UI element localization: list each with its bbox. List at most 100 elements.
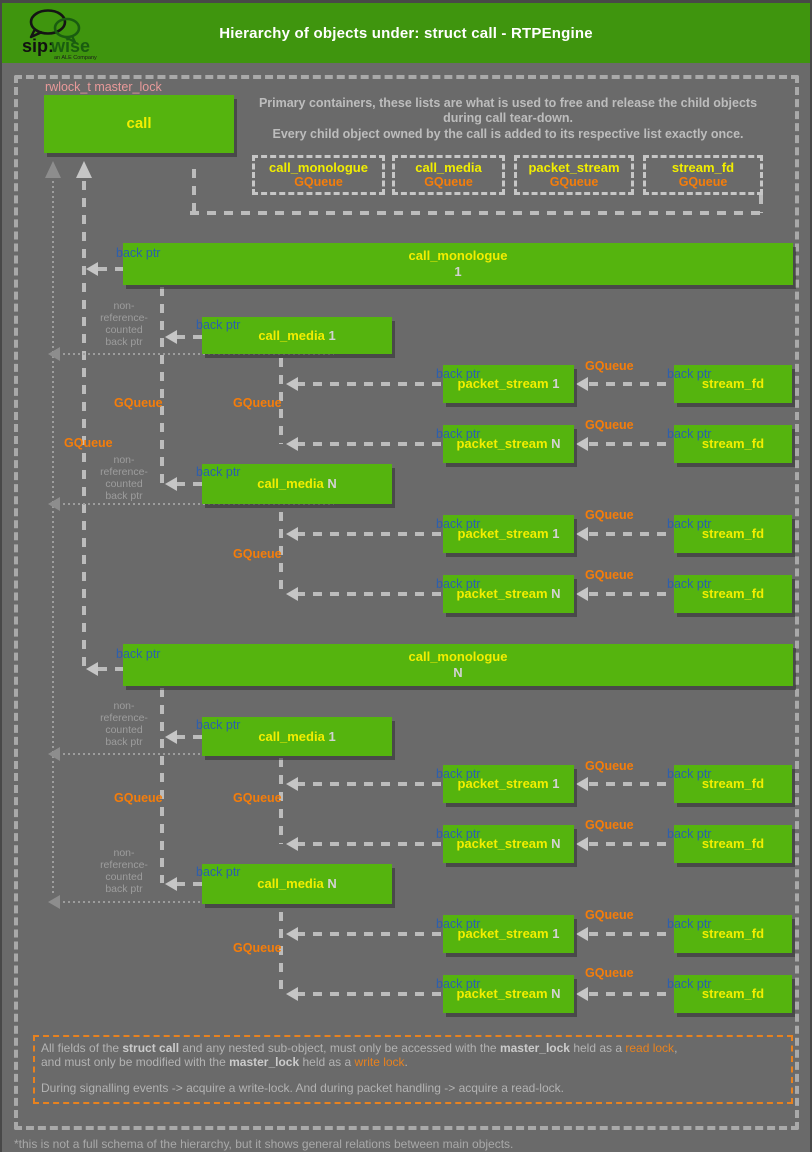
arrowhead-left-icon	[576, 377, 588, 391]
container-gqueue-label: GQueue	[294, 175, 343, 189]
container-title: stream_fd	[671, 160, 735, 175]
logo-tagline: an ALE Company	[54, 55, 97, 61]
container-packet_stream-box: packet_stream GQueue	[514, 155, 634, 195]
packet-stream-1a-box: packet_stream 1	[443, 365, 574, 403]
dotted-line-horizontal	[58, 753, 334, 755]
dashed-line-horizontal	[589, 992, 674, 996]
stream-fd-3b-box: stream_fd	[674, 915, 792, 953]
note-text-segment: During signalling events -> acquire a wr…	[41, 1081, 564, 1095]
dashed-line-horizontal	[296, 992, 443, 996]
nonref-line: non-	[113, 300, 135, 312]
page-title: Hierarchy of objects under: struct call …	[219, 25, 593, 42]
dashed-line-horizontal	[296, 842, 443, 846]
dashed-line-vertical	[82, 181, 86, 669]
container-title: packet_stream	[528, 160, 620, 175]
arrowhead-left-icon	[165, 330, 177, 344]
note-text-segment: and must only be modified with the	[41, 1054, 230, 1069]
arrowhead-left-icon	[576, 777, 588, 791]
call-monologue-1-box: call_monologue 1	[123, 243, 793, 285]
locking-note-box: All fields of the struct call and any ne…	[33, 1035, 793, 1104]
note-text-segment: read lock	[625, 1041, 675, 1055]
box-title: call_media	[258, 327, 325, 343]
nonref-line: counted	[105, 478, 143, 490]
dashed-line-horizontal	[589, 442, 674, 446]
gqueue-label: GQueue	[233, 941, 282, 955]
stream-fd-1a-box: stream_fd	[674, 365, 792, 403]
nonref-backptr-label: non-reference-counted back ptr	[92, 847, 156, 895]
header-bar: sip: wise an ALE Company Hierarchy of ob…	[2, 3, 810, 63]
dashed-line-horizontal	[98, 667, 124, 671]
note-text-segment: ,	[674, 1041, 678, 1055]
box-suffix: 1	[328, 327, 336, 343]
back-ptr-label: back ptr	[436, 767, 481, 781]
dashed-line-vertical	[279, 358, 283, 444]
note-line-2: and must only be modified with the maste…	[41, 1054, 785, 1070]
dashed-line-horizontal	[190, 211, 760, 215]
arrowhead-up-icon	[76, 161, 92, 178]
back-ptr-label: back ptr	[196, 318, 241, 332]
container-title: call_media	[415, 160, 482, 175]
nonref-line: counted	[105, 324, 143, 336]
note-text-segment: master_lock	[229, 1054, 300, 1069]
gqueue-label: GQueue	[585, 908, 634, 922]
call-monologue-N-box: call_monologue N	[123, 644, 793, 686]
back-ptr-label: back ptr	[667, 367, 712, 381]
arrowhead-left-icon	[576, 987, 588, 1001]
nonref-backptr-label: non-reference-counted back ptr	[92, 300, 156, 348]
stream-fd-1b-box: stream_fd	[674, 765, 792, 803]
note-text-segment: All fields of the	[41, 1041, 123, 1055]
nonref-backptr-label: non-reference-counted back ptr	[92, 700, 156, 748]
arrowhead-left-icon	[86, 262, 98, 276]
box-suffix: 1	[552, 776, 560, 791]
dotted-line-vertical	[52, 181, 54, 896]
gqueue-label: GQueue	[64, 436, 113, 450]
packet-stream-4a-box: packet_stream N	[443, 575, 574, 613]
box-title: stream_fd	[701, 926, 765, 941]
packet-stream-2a-box: packet_stream N	[443, 425, 574, 463]
nonref-line: non-	[113, 454, 135, 466]
call-media-2b-box: call_media N	[202, 864, 392, 904]
arrowhead-left-icon	[286, 377, 298, 391]
box-title: packet_stream	[456, 586, 548, 601]
packet-stream-3a-box: packet_stream 1	[443, 515, 574, 553]
back-ptr-label: back ptr	[667, 767, 712, 781]
back-ptr-label: back ptr	[436, 827, 481, 841]
back-ptr-label: back ptr	[667, 917, 712, 931]
box-title: stream_fd	[701, 586, 765, 601]
intro-line-1: Primary containers, these lists are what…	[258, 96, 758, 110]
box-suffix: N	[453, 665, 463, 680]
packet-stream-4b-box: packet_stream N	[443, 975, 574, 1013]
gqueue-label: GQueue	[233, 791, 282, 805]
nonref-line: back ptr	[105, 736, 143, 748]
arrowhead-left-icon	[286, 837, 298, 851]
arrowhead-left-icon	[576, 587, 588, 601]
arrowhead-left-icon	[86, 662, 98, 676]
intro-text: Primary containers, these lists are what…	[248, 96, 768, 142]
arrowhead-left-icon	[286, 927, 298, 941]
container-gqueue-label: GQueue	[424, 175, 473, 189]
box-title: call	[126, 115, 152, 132]
dashed-line-horizontal	[296, 932, 443, 936]
back-ptr-label: back ptr	[667, 427, 712, 441]
nonref-line: back ptr	[105, 336, 143, 348]
gqueue-label: GQueue	[233, 396, 282, 410]
arrowhead-left-icon	[286, 527, 298, 541]
nonref-line: back ptr	[105, 883, 143, 895]
note-text-segment: held as a	[299, 1054, 355, 1069]
nonref-line: non-	[113, 700, 135, 712]
call-media-1a-box: call_media 1	[202, 317, 392, 354]
nonref-line: counted	[105, 724, 143, 736]
box-title: call_media	[257, 876, 324, 891]
nonref-line: reference-	[100, 466, 148, 478]
dashed-line-horizontal	[98, 267, 124, 271]
box-title: packet_stream	[457, 376, 549, 391]
packet-stream-2b-box: packet_stream N	[443, 825, 574, 863]
gqueue-label: GQueue	[585, 966, 634, 980]
back-ptr-label: back ptr	[436, 367, 481, 381]
arrowhead-left-icon	[165, 477, 177, 491]
box-suffix: N	[327, 476, 337, 491]
footer-disclaimer: *this is not a full schema of the hierar…	[14, 1137, 514, 1151]
arrowhead-left-icon	[286, 987, 298, 1001]
stream-fd-2a-box: stream_fd	[674, 425, 792, 463]
